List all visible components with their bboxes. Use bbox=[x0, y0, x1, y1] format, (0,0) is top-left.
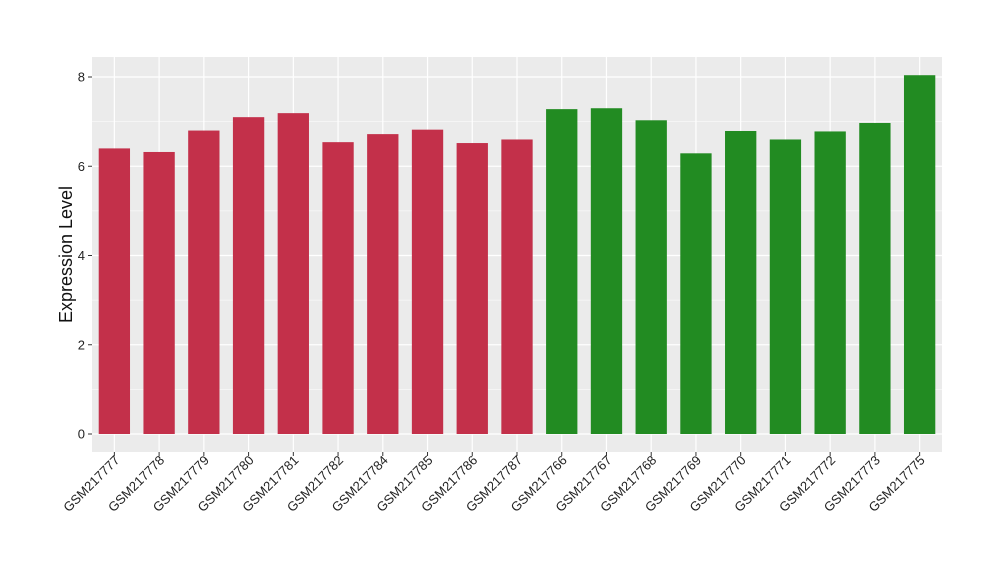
y-tick-label: 6 bbox=[78, 159, 85, 174]
bars bbox=[98, 75, 936, 435]
bar-GSM217768 bbox=[635, 120, 667, 434]
bar-GSM217767 bbox=[590, 108, 623, 435]
y-tick-label: 8 bbox=[78, 70, 85, 85]
x-axis: GSM217777GSM217778GSM217779GSM217780GSM2… bbox=[60, 452, 928, 515]
bar-GSM217773 bbox=[859, 122, 891, 435]
bar-GSM217771 bbox=[769, 139, 802, 434]
bar-GSM217782 bbox=[322, 142, 354, 434]
bar-GSM217778 bbox=[143, 151, 175, 434]
y-tick-label: 2 bbox=[78, 337, 85, 352]
bar-GSM217766 bbox=[546, 109, 578, 434]
y-axis-title: Expression Level bbox=[56, 186, 76, 323]
bar-GSM217769 bbox=[680, 153, 712, 434]
bar-GSM217775 bbox=[903, 75, 936, 434]
bar-GSM217770 bbox=[725, 130, 757, 434]
y-axis: 0 2 4 6 8 bbox=[78, 70, 92, 442]
bar-GSM217786 bbox=[456, 143, 488, 435]
bar-GSM217787 bbox=[501, 139, 533, 434]
bar-GSM217772 bbox=[814, 131, 846, 434]
bar-GSM217785 bbox=[411, 129, 444, 434]
bar-GSM217780 bbox=[232, 117, 265, 434]
y-tick-label: 4 bbox=[78, 248, 85, 263]
y-tick-label: 0 bbox=[78, 427, 85, 442]
bar-GSM217779 bbox=[188, 130, 220, 435]
bar-GSM217784 bbox=[367, 134, 399, 434]
bar-GSM217777 bbox=[98, 148, 131, 434]
bar-GSM217781 bbox=[277, 113, 309, 435]
